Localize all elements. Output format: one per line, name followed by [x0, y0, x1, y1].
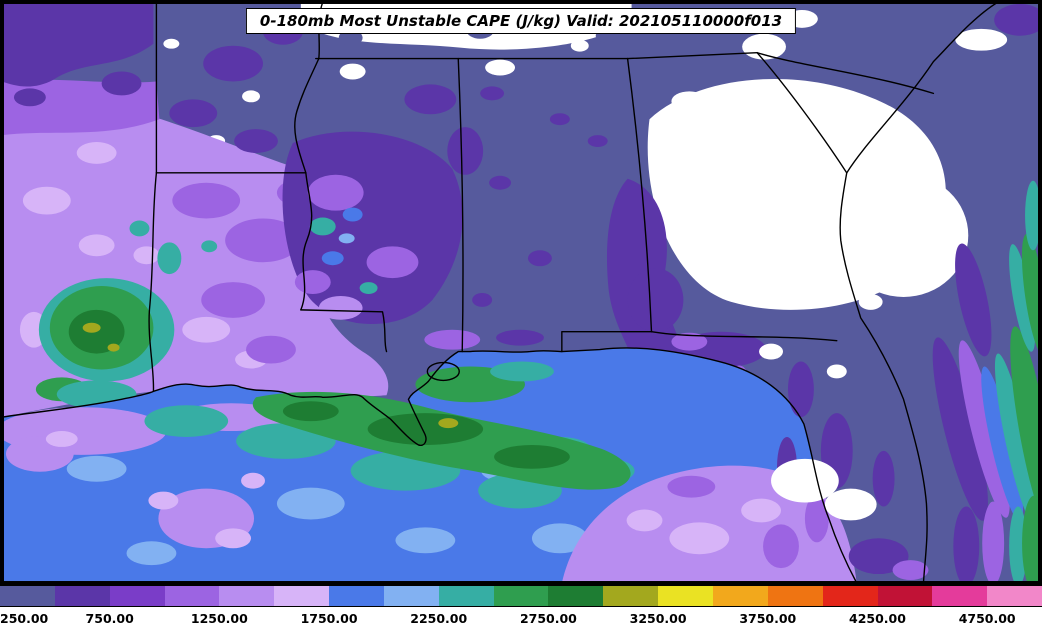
map-frame [2, 2, 1040, 583]
colorbar-segment [822, 586, 878, 606]
colorbar-segment [54, 586, 110, 606]
colorbar-segment [0, 586, 55, 606]
colorbar-segment [548, 586, 604, 606]
colorbar-segment [493, 586, 549, 606]
state-boundaries [148, 2, 935, 393]
colorbar-segment [438, 586, 494, 606]
colorbar-segment [329, 586, 384, 606]
colorbar-tick-label: 4750.00 [958, 611, 1016, 626]
colorbar-segment [877, 586, 933, 606]
colorbar-tick-label: 2750.00 [519, 611, 577, 626]
colorbar-tick-label: 1750.00 [300, 611, 358, 626]
cape-contour-map [2, 2, 1040, 583]
colorbar-segment [219, 586, 275, 606]
colorbar-segment [109, 586, 165, 606]
colorbar-segment [383, 586, 439, 606]
colorbar-segment [987, 586, 1042, 606]
colorbar-segment [932, 586, 988, 606]
colorbar-segment [274, 586, 330, 606]
colorbar-labels: 250.00 750.00 1250.00 1750.00 2250.00 2750.00… [0, 607, 1042, 633]
colorbar [0, 585, 1042, 607]
colorbar-tick-label: 3250.00 [629, 611, 687, 626]
cape-fill-regions [2, 2, 1040, 583]
colorbar-tick-label: 4250.00 [849, 611, 906, 626]
colorbar-segment [767, 586, 823, 606]
map-title: 0-180mb Most Unstable CAPE (J/kg) Valid:… [259, 12, 783, 30]
coastline [2, 2, 999, 583]
colorbar-tick-label: 250.00 [0, 611, 49, 626]
colorbar-segment [603, 586, 659, 606]
colorbar-segment [658, 586, 713, 606]
colorbar-tick-label: 750.00 [85, 611, 134, 626]
colorbar-segment [164, 586, 220, 606]
colorbar-tick-label: 1250.00 [190, 611, 248, 626]
colorbar-tick-label: 3750.00 [739, 611, 797, 626]
map-title-box: 0-180mb Most Unstable CAPE (J/kg) Valid:… [245, 8, 797, 34]
colorbar-segment [712, 586, 768, 606]
map-canvas: 0-180mb Most Unstable CAPE (J/kg) Valid:… [0, 0, 1042, 585]
colorbar-tick-label: 2250.00 [410, 611, 468, 626]
